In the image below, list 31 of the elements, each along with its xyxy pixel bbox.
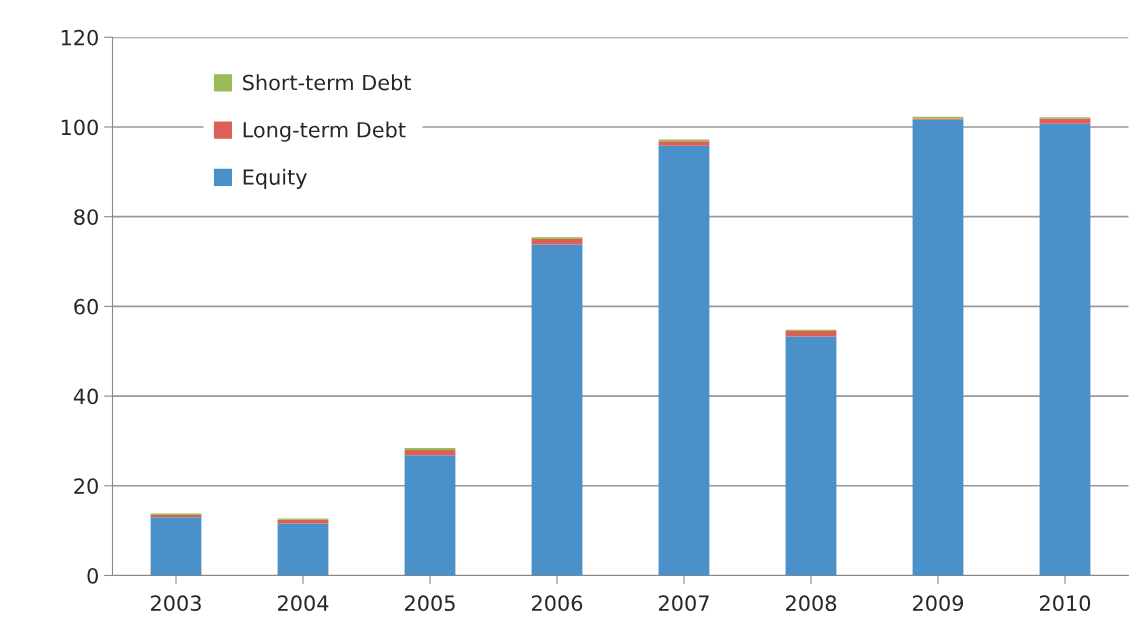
y-tick-label: 100 (61, 119, 98, 136)
x-tick-label: 2005 (405, 595, 455, 612)
bar (277, 523, 329, 576)
y-tick-label: 120 (61, 29, 98, 46)
legend-label: Short-term Debt (243, 74, 411, 91)
x-tick-label: 2008 (786, 595, 837, 612)
bar (658, 145, 710, 576)
bar (785, 336, 837, 576)
bar (785, 331, 837, 337)
x-tick-label: 2009 (913, 595, 964, 612)
legend-label: Equity (243, 168, 307, 189)
x-tick-label: 2007 (659, 595, 709, 612)
bar (531, 239, 583, 245)
bar (404, 449, 456, 456)
y-tick-label: 40 (73, 388, 98, 405)
x-tick-label: 2006 (532, 595, 583, 612)
y-tick-label: 0 (87, 567, 98, 584)
bar (1039, 123, 1091, 576)
x-tick-label: 2003 (151, 595, 201, 612)
y-tick-label: 80 (74, 209, 98, 225)
bar (404, 455, 456, 576)
bar (150, 517, 202, 576)
bar (1039, 118, 1091, 124)
y-tick-label: 20 (74, 478, 98, 494)
x-tick-label: 2010 (1040, 595, 1091, 612)
x-tick-label: 2004 (278, 595, 329, 612)
bar (912, 119, 964, 576)
bar (531, 244, 583, 576)
y-tick-label: 60 (74, 298, 98, 315)
bar (658, 141, 710, 146)
legend-label: Long-term Debt (243, 121, 406, 142)
